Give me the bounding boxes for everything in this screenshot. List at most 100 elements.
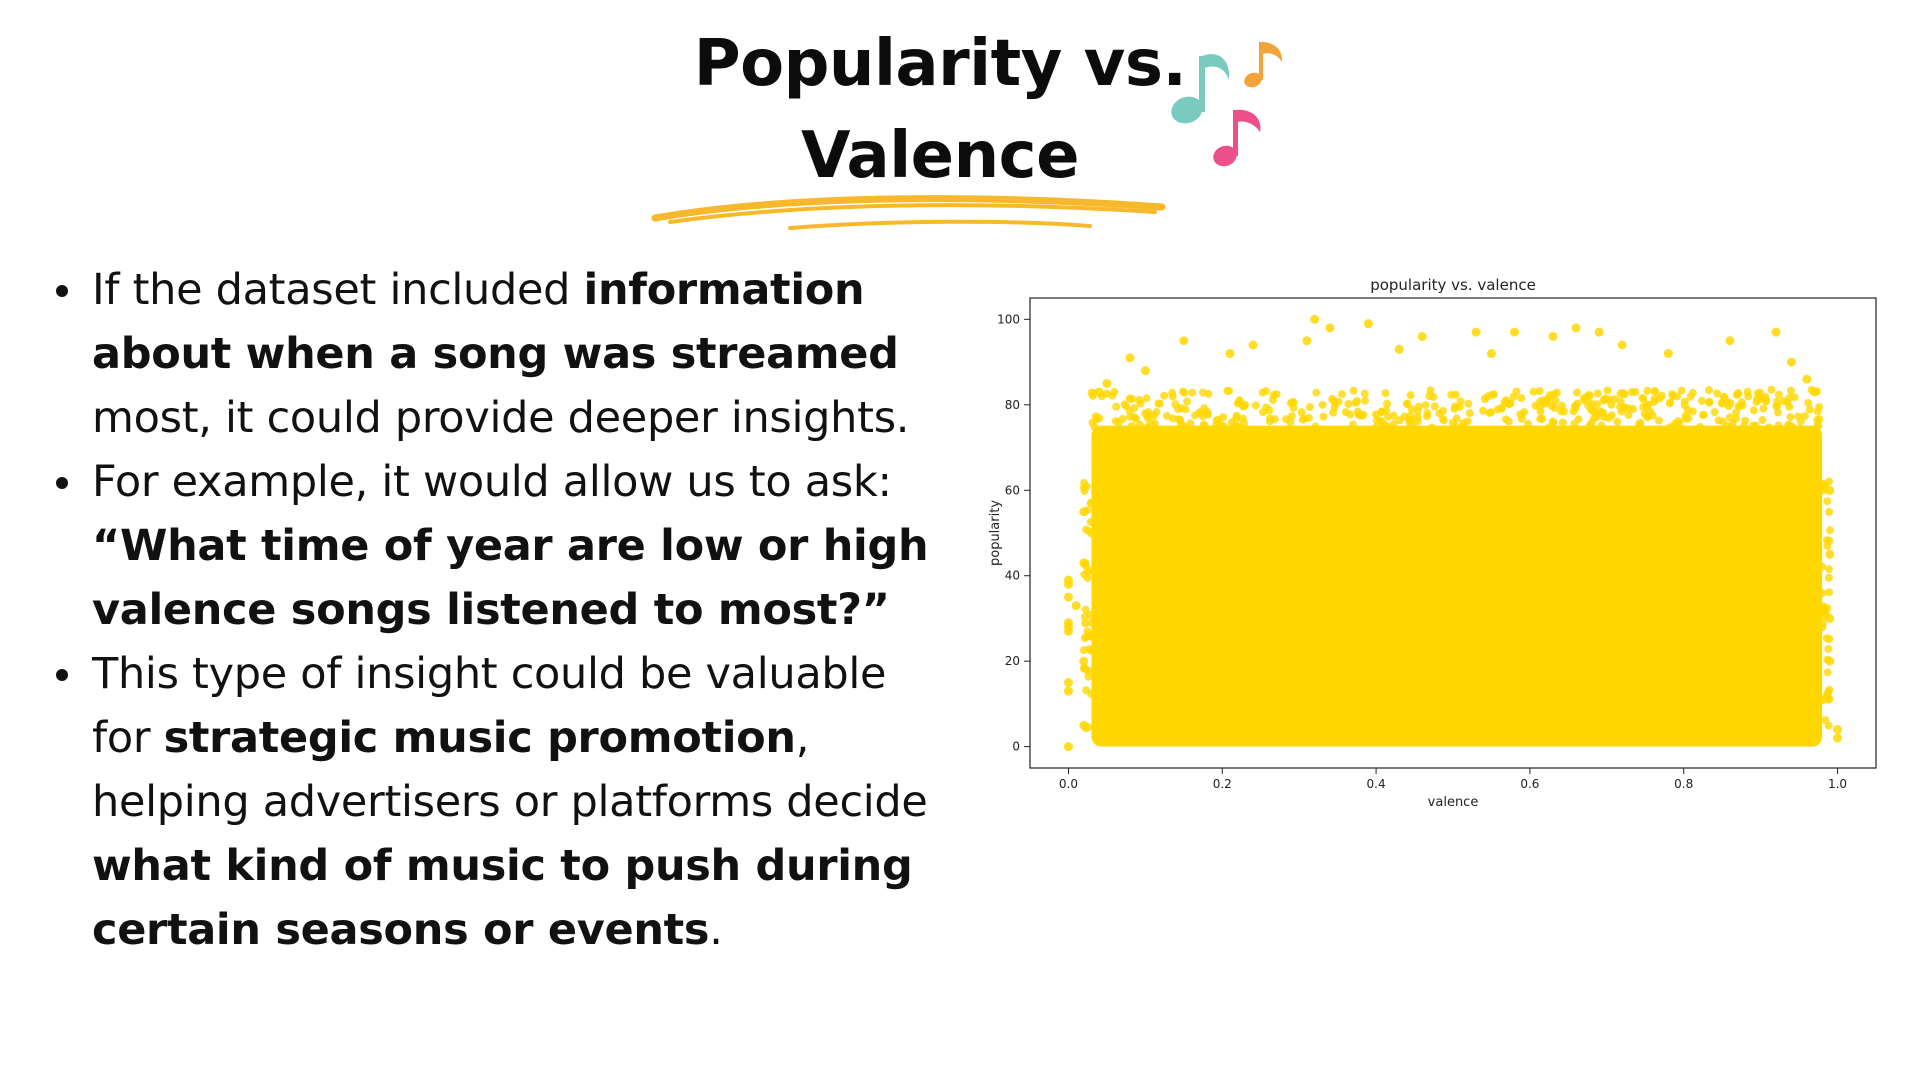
data-point: [1084, 527, 1093, 536]
data-point: [1331, 399, 1340, 408]
chart-title: popularity vs. valence: [1370, 276, 1536, 294]
bullet-item-1: If the dataset included information abou…: [50, 258, 930, 450]
data-point: [1063, 686, 1073, 696]
data-point: [1128, 394, 1137, 403]
data-point: [1674, 417, 1683, 426]
data-point: [1732, 390, 1741, 399]
title-block: Popularity vs. Valence: [560, 18, 1320, 228]
data-point: [1125, 353, 1135, 363]
data-point: [1403, 399, 1412, 408]
data-point: [1616, 397, 1625, 406]
data-point: [1699, 410, 1708, 419]
data-point: [1593, 389, 1602, 398]
data-point: [1079, 558, 1089, 568]
data-point: [1352, 397, 1361, 406]
data-point: [1427, 423, 1436, 432]
y-tick-label: 60: [1005, 483, 1020, 497]
data-point: [1085, 645, 1094, 654]
data-point: [1825, 477, 1834, 486]
data-point: [1389, 420, 1398, 429]
data-point: [1232, 414, 1241, 423]
data-point: [1732, 408, 1741, 417]
data-point: [1395, 416, 1404, 425]
data-point: [1102, 378, 1112, 388]
data-point: [1505, 399, 1514, 408]
data-point: [1389, 411, 1398, 420]
data-point: [1127, 421, 1136, 430]
data-point: [1239, 402, 1248, 411]
bullet-3-text-1: This type of insight could be valuable f…: [92, 649, 887, 763]
data-point: [1346, 410, 1355, 419]
data-point: [1677, 386, 1686, 395]
data-point: [1186, 419, 1195, 428]
data-point: [1825, 588, 1834, 597]
y-tick-label: 20: [1005, 654, 1020, 668]
data-point: [1822, 536, 1831, 545]
data-point: [1786, 386, 1795, 395]
data-point: [1493, 405, 1502, 414]
bullet-2-text-1: For example, it would allow us to ask:: [92, 457, 892, 507]
data-point: [1304, 413, 1313, 422]
data-point: [1383, 399, 1392, 408]
orange-note-icon: [1244, 42, 1283, 88]
data-point: [1081, 619, 1090, 628]
data-point: [1430, 402, 1439, 411]
data-point: [1063, 742, 1073, 752]
bullet-dot: [56, 669, 68, 681]
data-point: [1585, 421, 1594, 430]
data-point: [1512, 387, 1521, 396]
data-point: [1648, 411, 1657, 420]
data-point: [1773, 397, 1782, 406]
y-axis: 0 20 40 60 80 100: [997, 312, 1030, 754]
data-point: [1814, 422, 1823, 431]
data-point: [1823, 542, 1832, 551]
data-point: [1650, 387, 1659, 396]
data-point: [1063, 579, 1073, 589]
x-tick-label: 0.4: [1367, 777, 1386, 791]
data-point: [1083, 567, 1092, 576]
data-point: [1658, 391, 1667, 400]
data-point: [1734, 402, 1743, 411]
data-point: [1414, 402, 1423, 411]
data-point: [1824, 644, 1833, 653]
data-point: [1162, 411, 1171, 420]
data-point: [1642, 402, 1651, 411]
data-point: [1818, 589, 1827, 598]
data-point: [1833, 725, 1843, 735]
data-point: [1360, 389, 1369, 398]
x-axis: 0.0 0.2 0.4 0.6 0.8 1.0: [1059, 768, 1847, 791]
data-point: [1079, 483, 1088, 492]
data-point: [1438, 406, 1447, 415]
data-point: [1719, 392, 1728, 401]
data-point: [1718, 417, 1727, 426]
data-point: [1725, 336, 1735, 346]
data-point: [1394, 344, 1404, 354]
data-point: [1204, 389, 1213, 398]
data-point: [1372, 416, 1381, 425]
data-point: [1086, 610, 1095, 619]
data-point: [1717, 398, 1726, 407]
data-point: [1086, 498, 1095, 507]
data-point: [1548, 417, 1557, 426]
data-point: [1311, 422, 1320, 431]
data-point: [1743, 387, 1752, 396]
data-point: [1088, 391, 1097, 400]
data-point: [1756, 388, 1765, 397]
data-point: [1805, 405, 1814, 414]
data-point: [1643, 386, 1652, 395]
data-point: [1087, 618, 1096, 627]
data-point: [1824, 565, 1833, 574]
data-point: [1348, 420, 1357, 429]
data-point: [1413, 413, 1422, 422]
data-point: [1079, 720, 1089, 730]
data-point: [1597, 421, 1606, 430]
data-point: [1529, 387, 1538, 396]
data-point: [1713, 389, 1722, 398]
data-point: [1145, 412, 1154, 421]
data-point: [1344, 400, 1353, 409]
data-point: [1125, 406, 1134, 415]
data-point: [1319, 412, 1328, 421]
bullet-3-text-3: .: [709, 905, 723, 955]
data-point: [1802, 374, 1812, 384]
data-point: [1132, 414, 1141, 423]
